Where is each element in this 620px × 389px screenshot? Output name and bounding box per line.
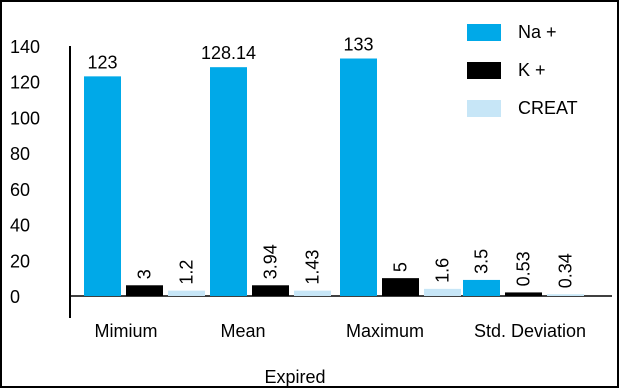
bar <box>168 290 205 296</box>
legend-label: Na + <box>518 22 557 42</box>
legend-label: K + <box>518 60 546 80</box>
data-label: 1.6 <box>433 258 453 283</box>
category-label: Maximum <box>346 321 424 341</box>
y-tick-label: 120 <box>10 73 40 93</box>
bar <box>252 285 289 296</box>
bar <box>126 285 163 296</box>
y-tick-label: 100 <box>10 108 40 128</box>
category-label: Std. Deviation <box>474 321 586 341</box>
bar <box>547 294 584 296</box>
data-label: 3.94 <box>261 244 281 279</box>
data-label: 1.2 <box>177 260 197 285</box>
y-tick-label: 20 <box>10 251 30 271</box>
data-labels: 123 128.14 133 3.5 3 3.94 5 0.53 1.2 1.43 1.6 0.34 <box>87 35 575 289</box>
bar <box>424 288 461 296</box>
category-label: Mimium <box>95 321 158 341</box>
legend-swatch <box>467 100 501 117</box>
y-tick-label: 0 <box>10 287 20 307</box>
category-label: Mean <box>220 321 265 341</box>
legend-swatch <box>467 24 501 41</box>
x-axis-title: Expired <box>264 367 325 387</box>
bar <box>210 67 247 296</box>
data-label: 3 <box>135 269 155 279</box>
bar <box>340 58 377 296</box>
category-labels: Mimium Mean Maximum Std. Deviation <box>95 321 587 341</box>
data-label: 123 <box>87 52 117 72</box>
data-label: 1.43 <box>303 250 323 285</box>
y-tick-label: 40 <box>10 216 30 236</box>
data-label: 0.53 <box>514 251 534 286</box>
bar <box>84 76 121 296</box>
data-label: 5 <box>391 262 411 272</box>
y-tick-label: 80 <box>10 144 30 164</box>
y-tick-label: 140 <box>10 37 40 57</box>
bar <box>294 290 331 296</box>
bar <box>505 292 542 296</box>
legend-label: CREAT <box>518 98 578 118</box>
bar <box>463 279 500 296</box>
legend: Na + K + CREAT <box>467 22 578 118</box>
y-tick-labels: 0 20 40 60 80 100 120 140 <box>10 37 40 307</box>
data-label: 0.34 <box>556 253 576 288</box>
y-tick-label: 60 <box>10 180 30 200</box>
bars <box>84 58 584 296</box>
bar <box>382 278 419 296</box>
data-label: 133 <box>343 35 373 55</box>
data-label: 128.14 <box>201 43 256 63</box>
legend-swatch <box>467 62 501 79</box>
data-label: 3.5 <box>472 249 492 274</box>
